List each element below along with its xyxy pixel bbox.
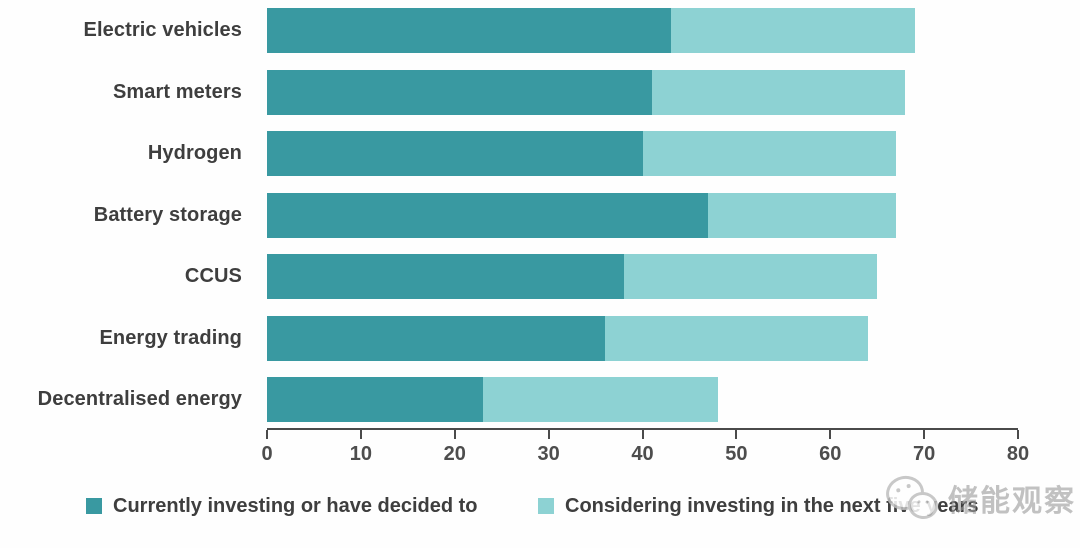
legend-swatch-dark-teal [86, 498, 102, 514]
category-label: Battery storage [93, 203, 242, 226]
legend-label: Considering investing in the next five y… [565, 494, 979, 517]
bar-track [267, 8, 1018, 53]
axis-tick-label: 40 [631, 443, 654, 465]
axis-tick [923, 430, 926, 439]
axis-tick [1017, 430, 1019, 439]
bar-segment-considering-investing [651, 69, 906, 115]
bar-track [267, 69, 1018, 115]
axis-tick [829, 430, 832, 439]
axis-tick [547, 430, 550, 439]
category-label: CCUS [184, 265, 242, 287]
axis-tick-label: 50 [725, 443, 748, 465]
bar-segment-considering-investing [623, 254, 878, 299]
bar-segment-considering-investing [670, 8, 915, 53]
category-label: Smart meters [112, 80, 242, 103]
bar-segment-currently-investing [267, 315, 605, 361]
bar-segment-currently-investing [267, 69, 652, 115]
axis-tick-label: 80 [1006, 443, 1030, 465]
bar-track [267, 377, 1018, 422]
bar-segment-considering-investing [482, 377, 718, 422]
axis-tick [359, 430, 362, 439]
bar-rows: Electric vehicles Smart meters Hydrogen … [0, 8, 1080, 439]
chart-row: CCUS [0, 254, 1080, 299]
bar-segment-considering-investing [642, 131, 896, 176]
axis-tick [641, 430, 644, 439]
bar-segment-currently-investing [267, 254, 624, 299]
watermark: 储能观察 [882, 472, 1076, 524]
axis-tick [735, 430, 738, 439]
bar-segment-currently-investing [267, 192, 709, 238]
category-label: Hydrogen [147, 142, 242, 164]
watermark-text: 储能观察 [948, 485, 1076, 518]
bar-segment-currently-investing [267, 8, 671, 53]
x-axis: 0 10 20 30 40 50 60 70 80 [261, 428, 1029, 465]
legend-item-currently-investing: Currently investing or have decided to [86, 495, 478, 517]
bar-segment-considering-investing [604, 315, 868, 361]
axis-tick-label: 70 [913, 443, 936, 465]
legend-swatch-light-teal [538, 498, 554, 514]
bar-track [267, 131, 1018, 176]
category-label: Electric vehicles [83, 19, 242, 41]
chart-row: Battery storage [0, 192, 1080, 238]
axis-tick [453, 430, 456, 439]
bar-track [267, 315, 1018, 361]
axis-tick-label: 0 [261, 443, 273, 465]
chart-row: Smart meters [0, 69, 1080, 115]
bar-segment-currently-investing [267, 131, 643, 176]
category-label: Decentralised energy [37, 388, 242, 410]
axis-tick-label: 20 [443, 443, 466, 465]
bar-track [267, 254, 1018, 299]
legend-label: Currently investing or have decided to [113, 494, 478, 517]
axis-tick-label: 60 [819, 443, 842, 465]
bar-segment-considering-investing [708, 192, 896, 238]
axis-tick-label: 10 [349, 443, 372, 465]
chart-row: Energy trading [0, 315, 1080, 361]
chart-row: Hydrogen [0, 131, 1080, 176]
legend-item-considering-investing: Considering investing in the next five y… [538, 495, 978, 517]
bar-segment-currently-investing [267, 377, 483, 422]
axis-tick-label: 30 [537, 443, 560, 465]
wechat-logo-icon [882, 472, 940, 524]
category-label: Energy trading [99, 326, 242, 349]
bar-track [267, 192, 1018, 238]
chart-row: Decentralised energy [0, 377, 1080, 422]
chart-row: Electric vehicles [0, 8, 1080, 53]
axis-tick [266, 430, 268, 439]
